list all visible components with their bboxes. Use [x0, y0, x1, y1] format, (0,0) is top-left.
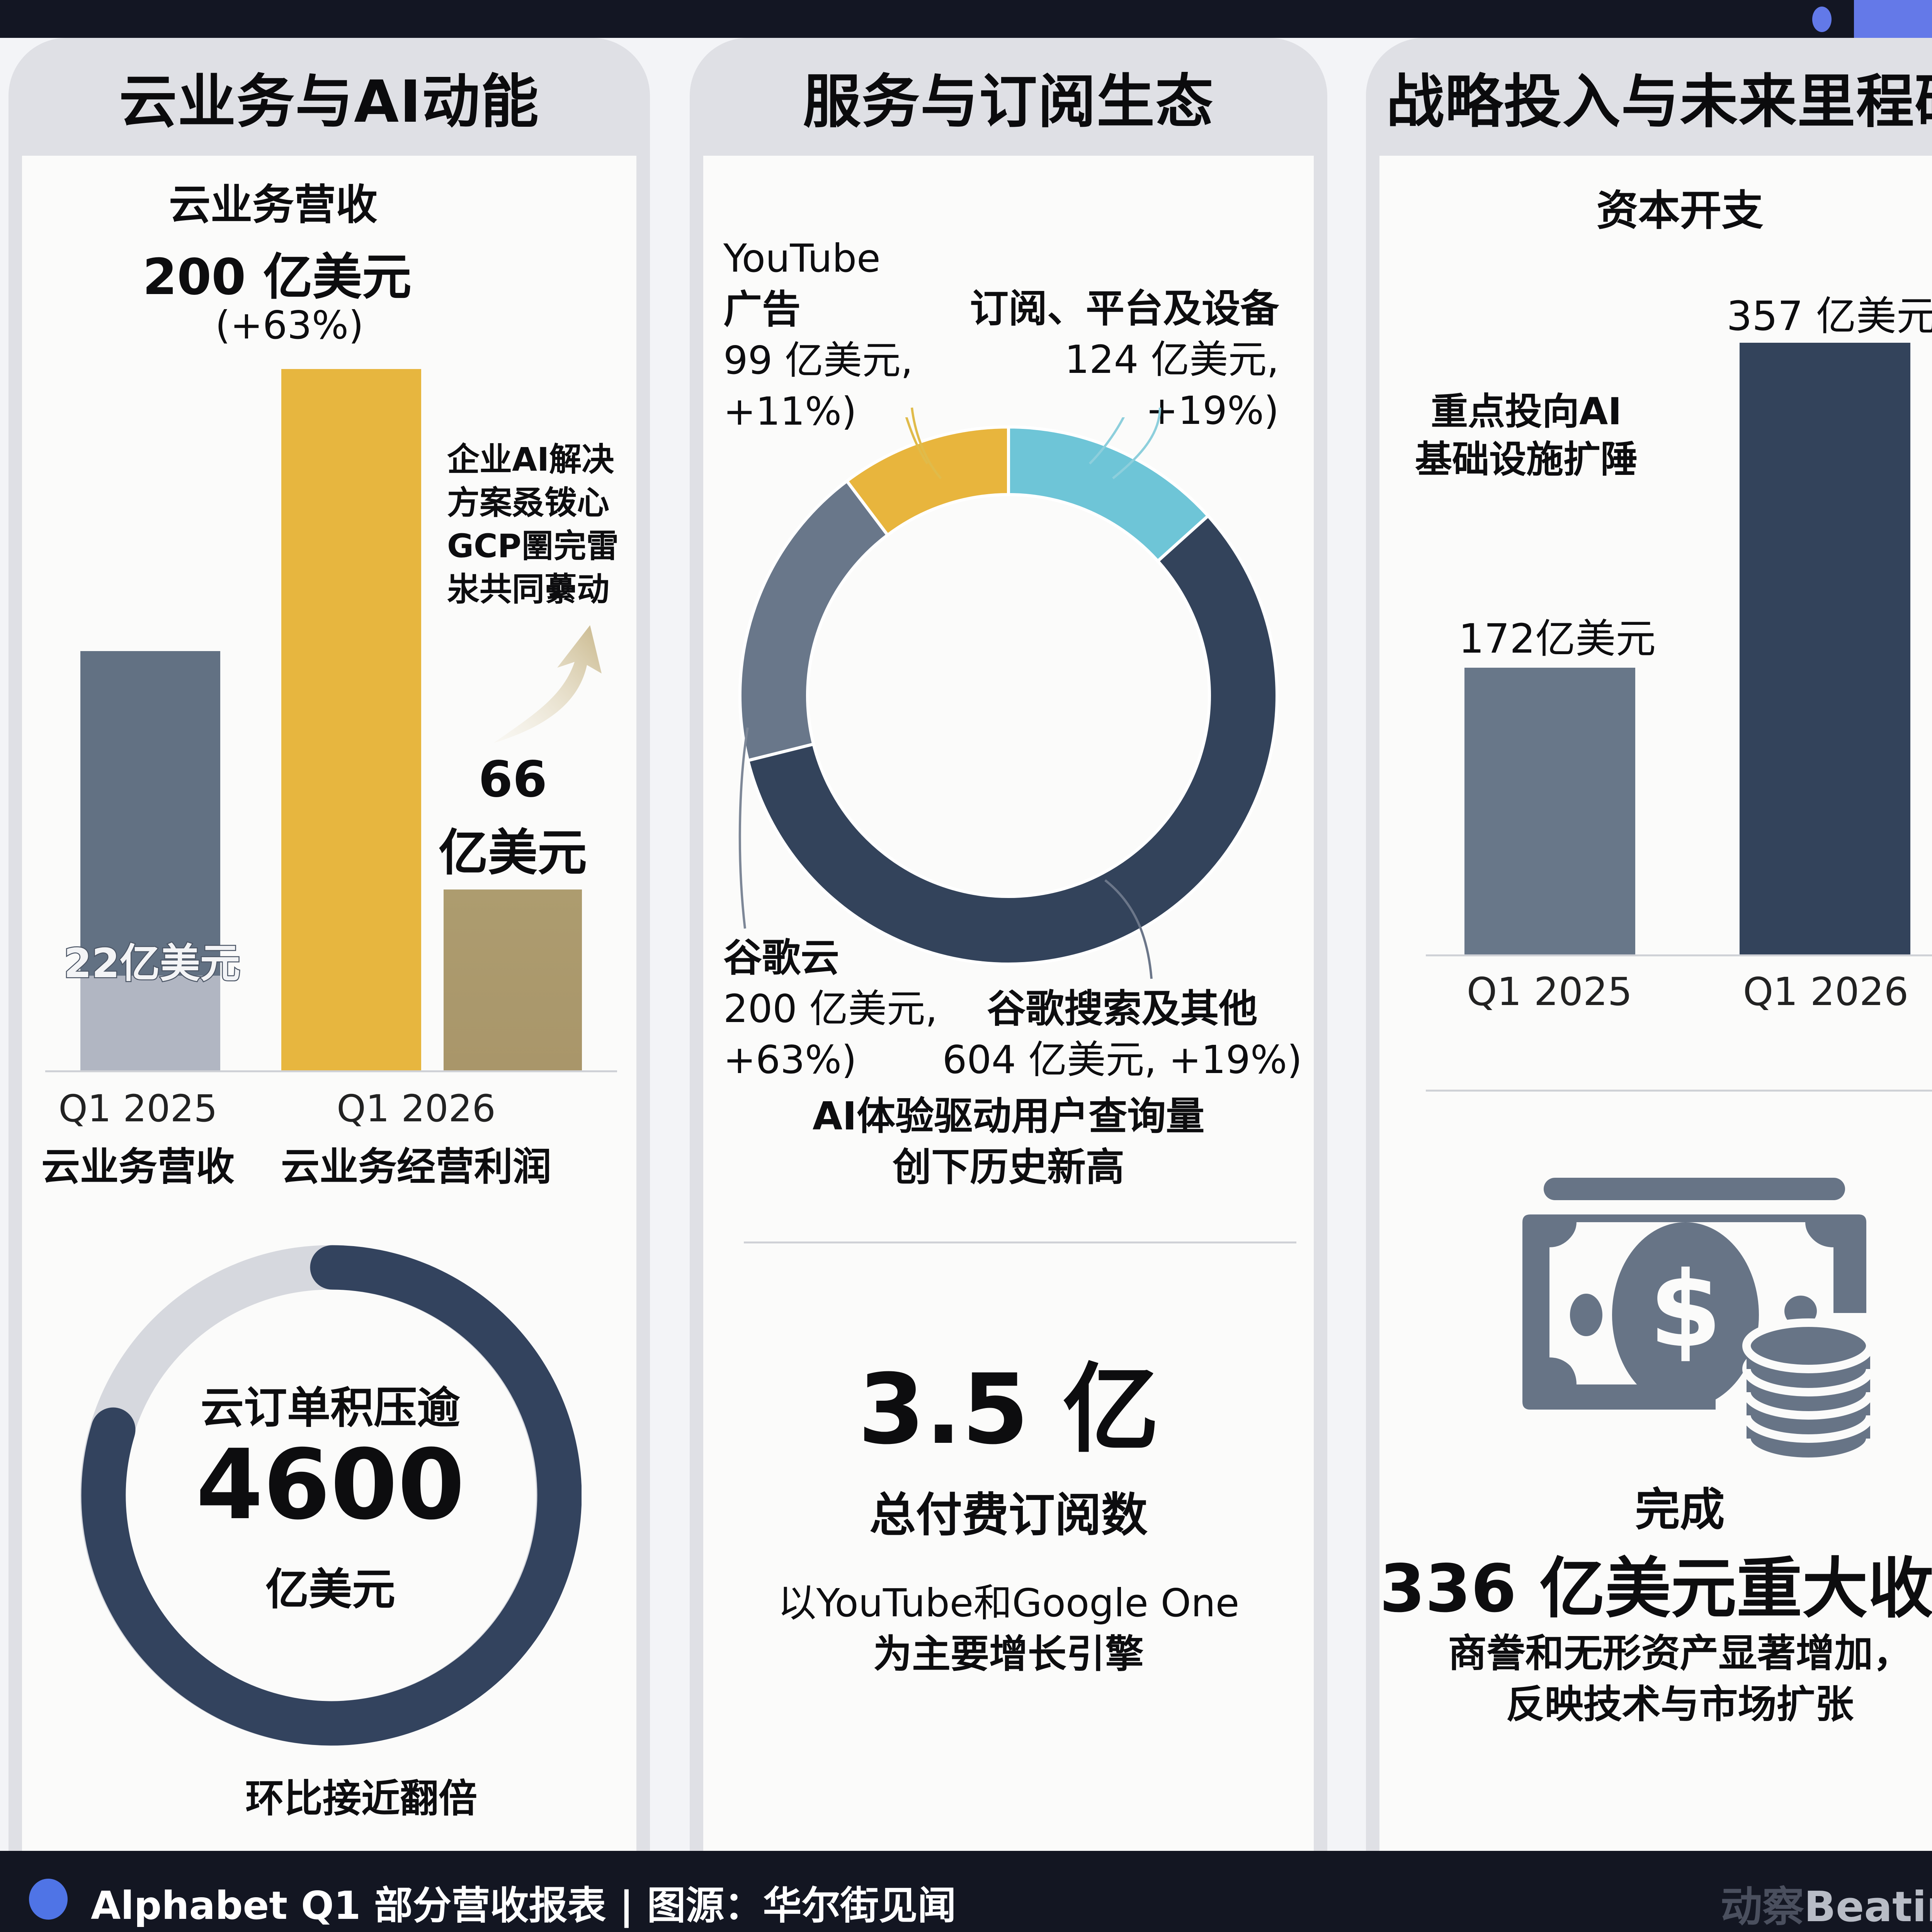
panel-body: 资本开支 357 亿美元 重点投向AI 基础设施扩陲 172亿美元 Q1 202… [1379, 156, 1932, 1851]
money-bill-coins-icon: $ [1522, 1178, 1874, 1466]
bar-q1-2026-profit [444, 889, 582, 1070]
panel-title: 云业务与AI动能 [119, 68, 539, 136]
svg-text:$: $ [1649, 1249, 1722, 1371]
label-line: +63%) [723, 1037, 857, 1082]
backlog-ring [80, 1245, 582, 1746]
annotation-line: 汖共同虆动 [447, 570, 610, 608]
cloud-revenue-label: 云业务营收 [168, 181, 378, 229]
annotation-line: 企业AI解决 [447, 440, 614, 478]
subscriptions-note: 以YouTube和Google One 为主要增长引擎 [703, 1578, 1314, 1680]
label-line: 99 亿美元, [723, 338, 913, 383]
panel-body: 云业务营收 200 亿美元 (+63%) 22亿美元 66 亿美元 企业AI解决… [22, 156, 636, 1851]
label-line: 604 亿美元, +19%) [942, 1037, 1302, 1082]
capex-note: 重点投向AI 基础设施扩陲 [1403, 388, 1650, 483]
section-divider [744, 1242, 1296, 1243]
note-line: 反映技术与市场扩张 [1506, 1682, 1854, 1727]
donut-caption: AI体验驱动用户查询量 创下历史新高 [703, 1091, 1314, 1193]
annotation-line: 方案叒䥽心 [447, 484, 610, 522]
label-line: +19%) [1145, 388, 1279, 433]
panel-body: YouTube 广告 99 亿美元, +11%) 订阅、平台及设备 124 亿美… [703, 156, 1314, 1851]
label-line: +11%) [723, 389, 857, 434]
label-line: 谷歌搜索及其他 [987, 986, 1258, 1031]
note-line: 基础设施扩陲 [1415, 438, 1638, 481]
panel-services-subscriptions: 服务与订阅生态 YouTube 广告 99 亿美元, +11%) 订阅、平台及设… [690, 38, 1327, 1851]
note-line: 重点投向AI [1430, 390, 1622, 433]
note-line: 为主要增长引擎 [873, 1631, 1144, 1677]
acquisition-note: 商誊和无形资产显著增加， 反映技术与市场扩张 [1379, 1628, 1932, 1730]
note-line: 商誊和无形资产显著增加， [1448, 1631, 1912, 1676]
acquisition-line1: 完成 [1635, 1484, 1725, 1536]
capex-q1-2025-value: 172亿美元 [1458, 615, 1656, 662]
logo-en: Beating [1804, 1883, 1932, 1931]
annotation-text: 企业AI解决 方案叒䥽心 GCP圛完雷 汖共同虆动 [447, 438, 619, 611]
x-axis-line [1426, 954, 1932, 956]
x-label-cloud-revenue: 云业务营收 [41, 1144, 235, 1189]
x-label-q1-2026: Q1 2026 [337, 1087, 496, 1130]
profit-unit: 亿美元 [438, 824, 587, 882]
caption-line: AI体验驱动用户查询量 [812, 1094, 1205, 1139]
label-line: 广告 [723, 287, 801, 332]
panel-title: 战略投入与未来里程碑 [1386, 68, 1932, 136]
backlog-label: 云订单积压逾 [201, 1383, 460, 1433]
bar-q1-2025-lower [80, 976, 220, 1070]
bar-q1-2026-revenue [281, 369, 421, 1070]
bar-capex-q1-2025 [1464, 668, 1635, 954]
label-line: 谷歌云 [723, 935, 839, 980]
backlog-caption: 环比接近翻倍 [245, 1776, 477, 1821]
panel-title: 服务与订阅生态 [803, 68, 1214, 136]
caption-line: 创下历史新高 [893, 1145, 1124, 1190]
annotation-line: GCP圛完雷 [447, 527, 619, 565]
cloud-revenue-growth: (+63%) [215, 303, 364, 348]
x-label-q1-2025: Q1 2025 [58, 1087, 218, 1130]
accent-tab [1854, 0, 1932, 38]
label-subscriptions: 订阅、平台及设备 124 亿美元, +19%) [970, 283, 1279, 436]
note-line: 以YouTube和Google One [777, 1580, 1240, 1626]
leader-lines [738, 407, 1161, 979]
x-label-cloud-profit: 云业务经营利润 [281, 1144, 551, 1189]
subscriptions-label: 总付费订阅数 [869, 1488, 1148, 1542]
cloud-revenue-value: 200 亿美元 [143, 248, 412, 306]
x-axis-line [45, 1070, 617, 1072]
profit-value: 66 [478, 751, 548, 808]
section-divider [1426, 1090, 1932, 1092]
brand-logo: 动察Beating [1721, 1873, 1932, 1932]
bar-q1-2025-upper [80, 651, 220, 976]
top-bar [0, 0, 1932, 38]
footer-bar: Alphabet Q1 部分营收报表 | 图源：华尔街见闻 动察Beating [0, 1851, 1932, 1932]
label-line: 订阅、平台及设备 [970, 286, 1279, 331]
capex-q1-2026-value: 357 亿美元 [1726, 293, 1932, 340]
growth-arrow-icon [493, 625, 602, 743]
logo-cn: 动察 [1720, 1883, 1804, 1931]
backlog-unit: 亿美元 [265, 1565, 395, 1615]
subscriptions-value: 3.5 亿 [858, 1353, 1159, 1466]
indicator-dot-icon [1812, 7, 1832, 32]
panel-strategy-milestones: 战略投入与未来里程碑 资本开支 357 亿美元 重点投向AI 基础设施扩陲 17… [1366, 38, 1932, 1851]
backlog-value: 4600 [196, 1429, 465, 1541]
label-line: YouTube [723, 236, 881, 281]
bullet-dot-icon [29, 1879, 68, 1920]
footer-title: Alphabet Q1 部分营收报表 | 图源：华尔街见闻 [91, 1883, 956, 1928]
bar-capex-q1-2026 [1740, 343, 1910, 954]
revenue-donut [738, 417, 1279, 966]
label-youtube-ads: YouTube 广告 99 亿美元, +11%) [723, 233, 913, 437]
label-google-cloud: 谷歌云 200 亿美元, +63%) [723, 932, 937, 1085]
x-label-q1-2026: Q1 2026 [1743, 969, 1909, 1014]
label-line: 200 亿美元, [723, 986, 938, 1031]
acquisition-amount: 336 亿美元重大收购 [1379, 1551, 1932, 1627]
panel-cloud-ai: 云业务与AI动能 云业务营收 200 亿美元 (+63%) 22亿美元 66 亿… [9, 38, 650, 1851]
x-label-q1-2025: Q1 2025 [1466, 969, 1633, 1014]
label-line: 124 亿美元, [1065, 337, 1279, 382]
leader-line [905, 417, 929, 464]
bar-label-22: 22亿美元 [63, 939, 242, 988]
label-search: 谷歌搜索及其他 604 亿美元, +19%) [942, 983, 1302, 1085]
capex-label: 资本开支 [1596, 187, 1764, 235]
